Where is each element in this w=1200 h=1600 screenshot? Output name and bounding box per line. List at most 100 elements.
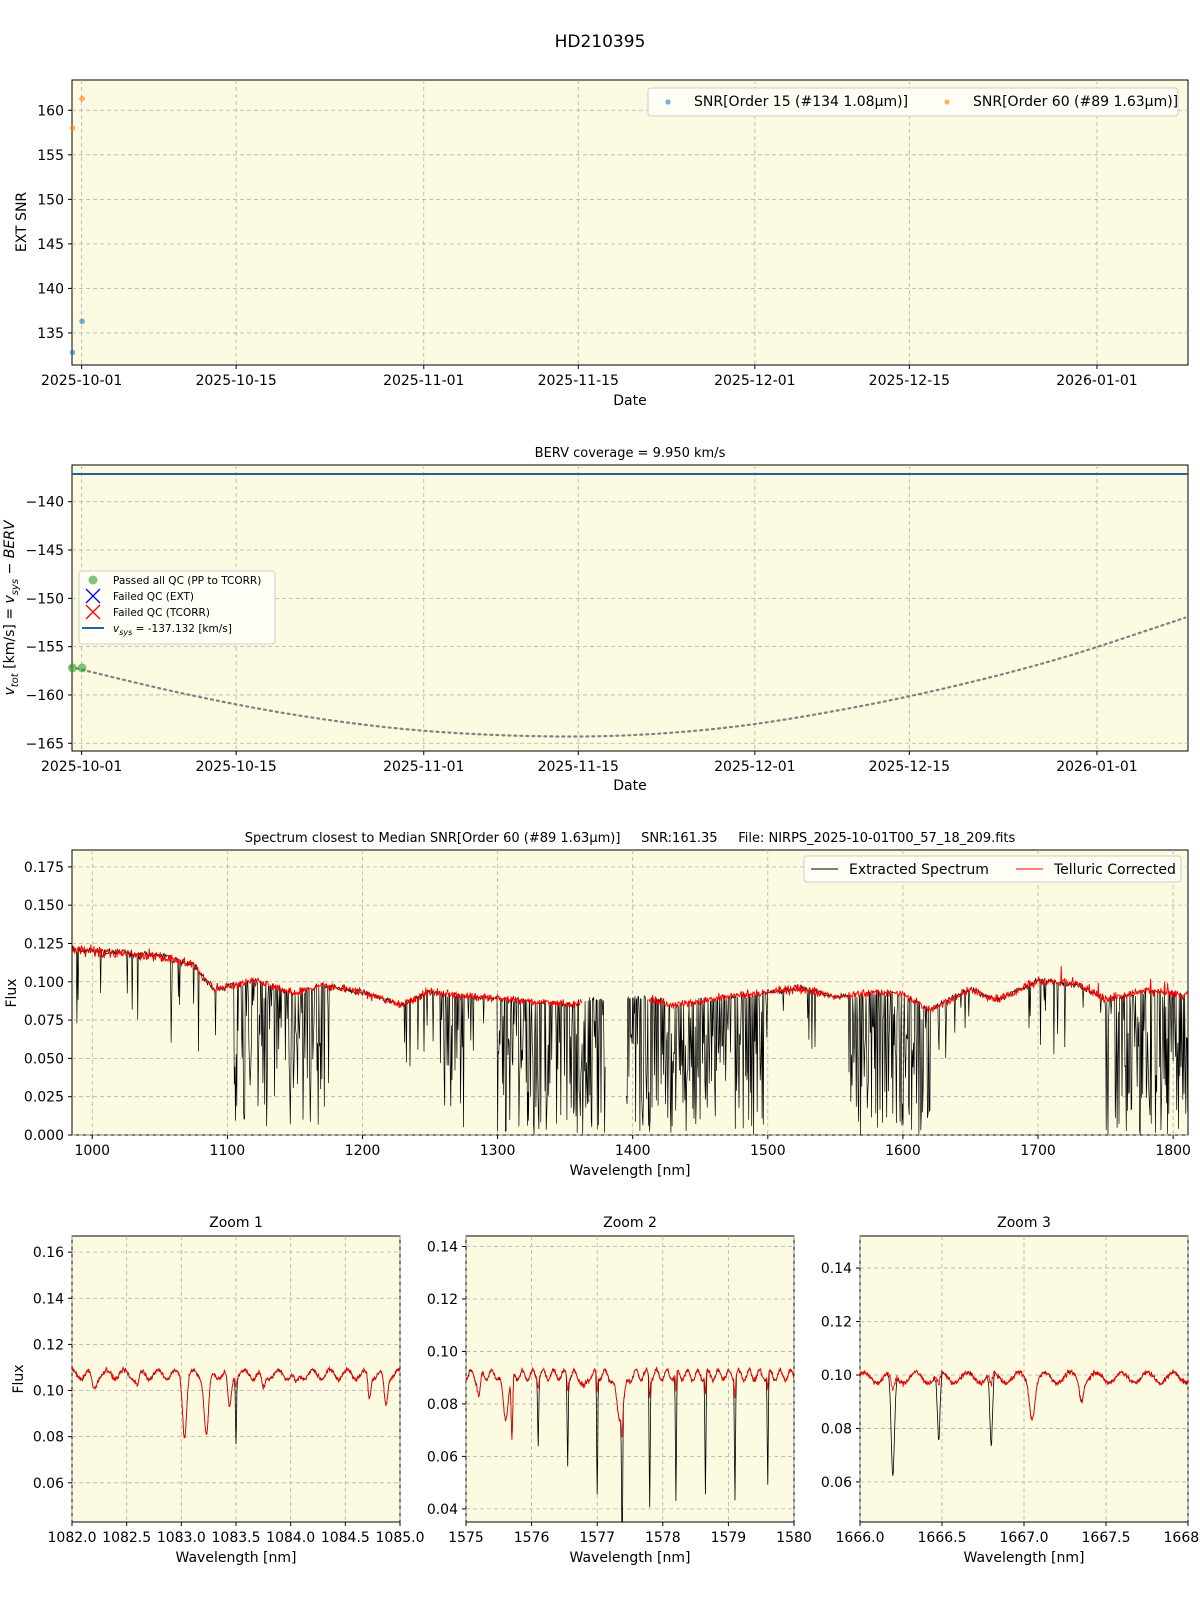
snr-x-tick-label: 2025-12-15 [869, 373, 950, 389]
snr-x-label: Date [613, 393, 646, 409]
berv-y-tick-label: −155 [26, 640, 64, 656]
spectrum-y-tick-label: 0.150 [24, 898, 64, 914]
zoom1-y-tick-label: 0.06 [33, 1476, 64, 1492]
zoom1-y-tick-label: 0.16 [33, 1245, 64, 1261]
snr-point [69, 349, 76, 356]
berv-marks [67, 473, 1188, 738]
zoom2-y-tick-label: 0.12 [427, 1292, 458, 1308]
snr-y-ticks: 135 140 145 150 155 160 [37, 103, 72, 342]
berv-y-ticks: −140 −145 −150 −155 −160 −165 [26, 495, 72, 752]
zoom2-x-tick-label: 1577 [579, 1530, 615, 1546]
berv-y-tick-label: −140 [26, 495, 64, 511]
telluric-corrected-line [72, 944, 1188, 1013]
zoom2-title: Zoom 2 [603, 1215, 657, 1231]
snr-x-tick-label: 2025-11-01 [383, 373, 464, 389]
spectrum-x-tick-label: 1500 [750, 1143, 786, 1159]
zoom3-y-tick-label: 0.14 [821, 1261, 852, 1277]
zoom2-x-ticks: 1575 1576 1577 1578 1579 1580 [448, 1522, 812, 1546]
zoom1-x-tick-label: 1084.0 [266, 1530, 315, 1546]
snr-legend-order60: SNR[Order 60 (#89 1.63μm)] [973, 94, 1178, 110]
snr-y-tick-label: 155 [37, 148, 64, 164]
berv-legend-failed-ext-marker [85, 588, 101, 604]
snr-legend-marker-order15 [665, 99, 671, 105]
spectrum-x-tick-label: 1200 [345, 1143, 381, 1159]
zoom2-plot-area [465, 1235, 795, 1523]
snr-grid [72, 80, 1188, 365]
spectrum-y-tick-label: 0.100 [24, 975, 64, 991]
zoom1-x-label: Wavelength [nm] [176, 1550, 297, 1566]
zoom2-y-tick-label: 0.08 [427, 1397, 458, 1413]
spectrum-legend-extracted: Extracted Spectrum [849, 862, 989, 878]
zoom3-y-tick-label: 0.08 [821, 1421, 852, 1437]
snr-y-tick-label: 145 [37, 237, 64, 253]
snr-marks [69, 95, 85, 356]
zoom1-y-tick-label: 0.14 [33, 1291, 64, 1307]
spectrum-y-ticks: 0.000 0.025 0.050 0.075 0.100 0.125 0.150 0.175 [24, 860, 72, 1144]
snr-x-tick-label: 2025-10-15 [195, 373, 276, 389]
berv-legend-vsys: vsys = -137.132 [km/s] [113, 623, 232, 637]
snr-x-tick-label: 2025-12-01 [714, 373, 795, 389]
zoom1-y-tick-label: 0.12 [33, 1337, 64, 1353]
snr-x-tick-label: 2025-11-15 [538, 373, 619, 389]
spectrum-y-tick-label: 0.125 [24, 936, 64, 952]
berv-x-tick-label: 2025-11-01 [383, 759, 464, 775]
berv-legend-passed: Passed all QC (PP to TCORR) [113, 575, 261, 587]
snr-legend-marker-order60 [944, 99, 950, 105]
berv-y-tick-label: −165 [26, 736, 64, 752]
snr-legend: SNR[Order 15 (#134 1.08μm)] SNR[Order 60… [647, 87, 1179, 117]
spectrum-x-tick-label: 1800 [1155, 1143, 1191, 1159]
berv-x-tick-label: 2025-10-15 [195, 759, 276, 775]
zoom3-y-tick-label: 0.12 [821, 1315, 852, 1331]
zoom3-x-tick-label: 1668.0 [1164, 1530, 1200, 1546]
berv-legend-passed-marker [88, 575, 98, 585]
zoom2-x-tick-label: 1580 [776, 1530, 812, 1546]
passed-qc-point [67, 663, 77, 673]
spectrum-plot-area [71, 849, 1189, 1136]
spectrum-x-tick-label: 1600 [885, 1143, 921, 1159]
berv-legend: Passed all QC (PP to TCORR) Failed QC (E… [78, 570, 276, 645]
zoom2-x-label: Wavelength [nm] [570, 1550, 691, 1566]
zoom3-x-tick-label: 1667.5 [1082, 1530, 1131, 1546]
figure-title: HD210395 [555, 32, 646, 52]
zoom1-x-tick-label: 1083.0 [157, 1530, 206, 1546]
spectrum-x-tick-label: 1700 [1020, 1143, 1056, 1159]
berv-x-tick-label: 2025-12-01 [714, 759, 795, 775]
zoom1-telluric-line [72, 1365, 400, 1439]
zoom2-telluric-line [466, 1366, 794, 1440]
spectrum-x-tick-label: 1300 [480, 1143, 516, 1159]
zoom2-x-tick-label: 1579 [711, 1530, 747, 1546]
berv-x-tick-label: 2025-12-15 [869, 759, 950, 775]
berv-curve [69, 616, 1187, 738]
zoom1-x-tick-label: 1083.5 [212, 1530, 261, 1546]
snr-x-ticks: 2025-10-01 2025-10-15 2025-11-01 2025-11-15… [41, 365, 1138, 389]
zoom1-x-tick-label: 1082.5 [102, 1530, 151, 1546]
spectrum-y-tick-label: 0.175 [24, 860, 64, 876]
zoom2-marks [466, 1366, 794, 1522]
zoom3-x-label: Wavelength [nm] [964, 1550, 1085, 1566]
snr-plot-area [71, 79, 1189, 366]
spectrum-x-label: Wavelength [nm] [570, 1163, 691, 1179]
zoom1-marks [72, 1365, 400, 1445]
zoom1-x-tick-label: 1085.0 [376, 1530, 425, 1546]
zoom3-y-tick-label: 0.06 [821, 1475, 852, 1491]
spectrum-y-label: Flux [4, 978, 20, 1007]
berv-chart: BERV coverage = 9.950 km/s 2025-10-01 202… [2, 446, 1189, 794]
spectrum-x-tick-label: 1000 [74, 1143, 110, 1159]
berv-title: BERV coverage = 9.950 km/s [535, 446, 726, 461]
zoom3-title: Zoom 3 [997, 1215, 1051, 1231]
snr-x-tick-label: 2025-10-01 [41, 373, 122, 389]
snr-point [69, 125, 76, 131]
snr-y-tick-label: 135 [37, 326, 64, 342]
berv-legend-failed-tcorr-marker [85, 604, 101, 620]
berv-y-label: vtot [km/s] = vsys − BERV [2, 519, 21, 695]
zoom1-y-tick-label: 0.08 [33, 1430, 64, 1446]
zoom3-grid [859, 1236, 1189, 1522]
spectrum-y-tick-label: 0.025 [24, 1090, 64, 1106]
zoom3-x-tick-label: 1666.5 [918, 1530, 967, 1546]
zoom1-y-label: Flux [11, 1364, 27, 1393]
zoom3-x-tick-label: 1666.0 [836, 1530, 885, 1546]
zoom2-x-tick-label: 1578 [645, 1530, 681, 1546]
zoom3-y-tick-label: 0.10 [821, 1368, 852, 1384]
spectrum-y-tick-label: 0.000 [24, 1128, 64, 1144]
